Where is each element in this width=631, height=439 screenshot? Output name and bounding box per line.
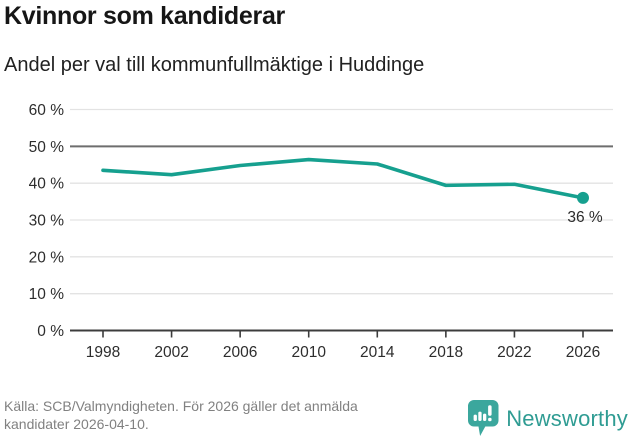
newsworthy-bubble-chart-icon [468, 400, 499, 436]
line-chart: 0 % 10 % 20 % 30 % 40 % 50 % 60 % 1998 2002 2006 2… [29, 102, 613, 361]
y-tick-label: 10 % [29, 286, 65, 303]
x-tick-label: 2022 [497, 344, 531, 361]
x-tick-label: 2026 [566, 344, 600, 361]
source-note: Källa: SCB/Valmyndigheten. För 2026 gäll… [4, 398, 358, 432]
chart-subtitle: Andel per val till kommunfullmäktige i H… [4, 54, 425, 76]
y-tick-label: 50 % [29, 139, 65, 156]
x-tick-label: 2006 [223, 344, 257, 361]
x-tick-label: 1998 [86, 344, 120, 361]
y-tick-label: 60 % [29, 102, 65, 119]
last-point-marker [577, 191, 589, 204]
newsworthy-logo: Newsworthy [468, 400, 628, 437]
x-tick-label: 2014 [360, 344, 395, 361]
x-tick-label: 2018 [429, 344, 463, 361]
end-value-label: 36 % [567, 209, 603, 226]
y-tick-label: 30 % [29, 213, 65, 230]
x-tick-label: 2010 [291, 344, 326, 361]
y-tick-label: 0 % [37, 323, 64, 340]
y-tick-label: 40 % [29, 176, 65, 193]
newsworthy-wordmark: Newsworthy [506, 405, 628, 431]
y-tick-label: 20 % [29, 249, 65, 266]
data-line [101, 157, 585, 200]
chart-title: Kvinnor som kandiderar [4, 2, 285, 30]
x-tick-label: 2002 [154, 344, 188, 361]
